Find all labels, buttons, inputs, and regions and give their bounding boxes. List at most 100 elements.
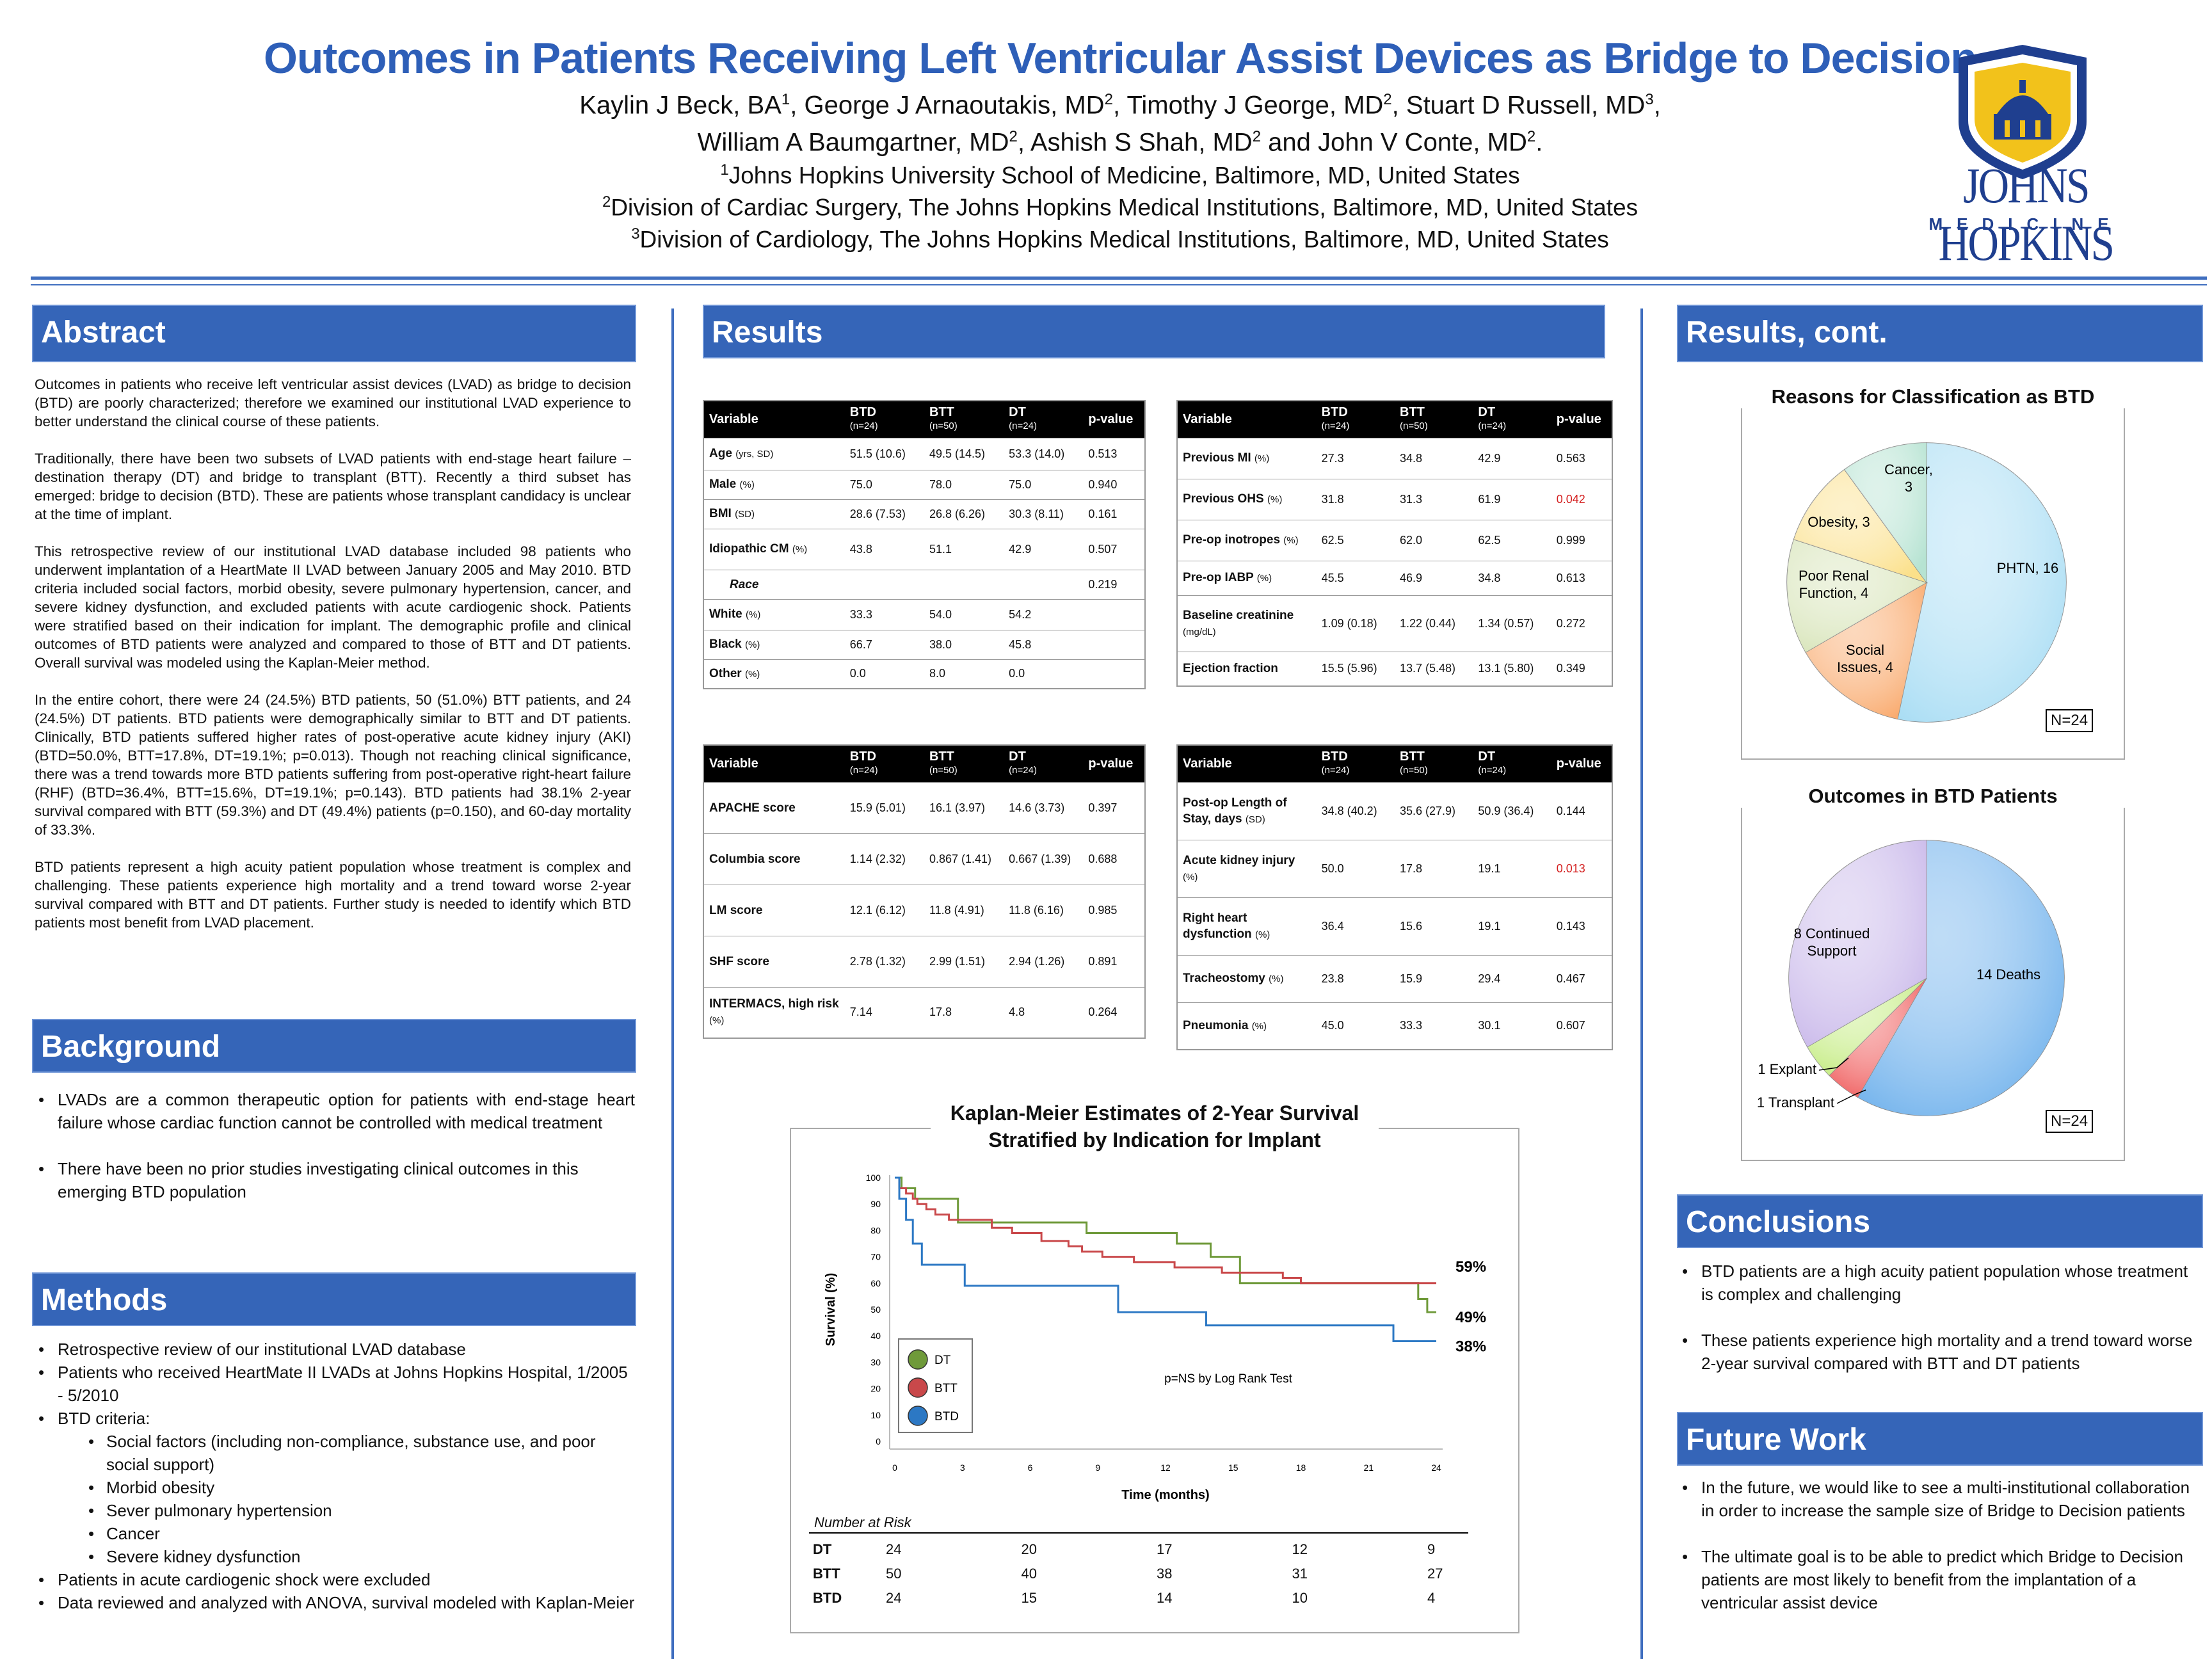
list-item: The ultimate goal is to be able to predi… bbox=[1679, 1545, 2199, 1614]
table-header: BTD (n=24) bbox=[844, 745, 924, 782]
list-item: Data reviewed and analyzed with ANOVA, s… bbox=[36, 1591, 635, 1614]
km-chart: 0 10 20 30 40 50 60 70 80 90 100 0 3 6 9 12 15 18 21 24 Time… bbox=[824, 1173, 1486, 1502]
conclusions-list: BTD patients are a high acuity patient p… bbox=[1679, 1260, 2199, 1375]
pie-slice-shade bbox=[1787, 539, 1927, 652]
table-row: Tracheostomy (%) 23.8 15.9 29.4 0.467 bbox=[1177, 954, 1612, 1002]
table-row: SHF score 2.78 (1.32) 2.99 (1.51) 2.94 (1.… bbox=[703, 935, 1145, 987]
legend-marker bbox=[908, 1377, 928, 1398]
table-row: Previous OHS (%) 31.8 31.3 61.9 0.042 bbox=[1177, 478, 1612, 520]
table-row: Previous MI (%) 27.3 34.8 42.9 0.563 bbox=[1177, 437, 1612, 479]
future-work-list: In the future, we would like to see a mu… bbox=[1679, 1476, 2199, 1614]
table-row: Age (yrs, SD) 51.5 (10.6) 49.5 (14.5) 53.3 … bbox=[703, 437, 1145, 470]
y-tick-label: 0 bbox=[876, 1436, 881, 1447]
table-row: Columbia score 1.14 (2.32) 0.867 (1.41) 0.… bbox=[703, 833, 1145, 885]
x-tick-label: 3 bbox=[960, 1463, 965, 1473]
table-header: DT (n=24) bbox=[1004, 745, 1084, 782]
leader-line bbox=[1836, 1089, 1866, 1104]
table-header: p-value bbox=[1551, 401, 1612, 438]
y-tick-label: 30 bbox=[870, 1357, 881, 1367]
background-list: LVADs are a common therapeutic option fo… bbox=[36, 1088, 635, 1203]
pie-label: 14 Deaths bbox=[1976, 966, 2040, 982]
pie1-n-label: N=24 bbox=[2046, 709, 2094, 732]
logo-wordmark: JOHNS HOPKINS bbox=[1938, 157, 2115, 271]
table-row: White (%) 33.3 54.0 54.2 bbox=[703, 598, 1145, 630]
table-row: Pre-op inotropes (%) 62.5 62.0 62.5 0.999 bbox=[1177, 519, 1612, 561]
risk-cell: 31 bbox=[1292, 1566, 1308, 1582]
table-header: p-value bbox=[1083, 745, 1145, 782]
affiliation-1: 1Johns Hopkins University School of Medi… bbox=[720, 161, 1520, 189]
y-tick-label: 50 bbox=[870, 1304, 881, 1315]
table-header: Variable bbox=[1177, 745, 1317, 782]
y-tick-label: 100 bbox=[866, 1173, 881, 1183]
pie-chart-outcomes: 14 Deaths 1 Transplant 1 Explant 8 Continue… bbox=[1757, 840, 2065, 1116]
divider bbox=[31, 284, 2207, 285]
km-annotation: p=NS by Log Rank Test bbox=[1164, 1372, 1293, 1386]
list-item: Social factors (including non-compliance… bbox=[36, 1430, 635, 1476]
section-header-results: Results bbox=[703, 305, 1605, 358]
x-tick-label: 6 bbox=[1028, 1463, 1033, 1473]
pie-label: Social bbox=[1846, 642, 1884, 658]
y-tick-label: 20 bbox=[870, 1384, 881, 1394]
x-tick-label: 21 bbox=[1363, 1463, 1374, 1473]
table-row: Other (%) 0.0 8.0 0.0 bbox=[703, 659, 1145, 689]
pie-slice-shade bbox=[1897, 443, 2066, 722]
legend-label: BTD bbox=[934, 1410, 959, 1423]
list-item: These patients experience high mortality… bbox=[1679, 1329, 2199, 1375]
table-row: LM score 12.1 (6.12) 11.8 (4.91) 11.8 (6.1… bbox=[703, 884, 1145, 936]
pie-slice-shade bbox=[1789, 840, 1927, 1047]
author-name: Stuart D Russell, MD bbox=[1406, 91, 1646, 120]
list-item: BTD patients are a high acuity patient p… bbox=[1679, 1260, 2199, 1306]
y-tick-label: 70 bbox=[870, 1252, 881, 1262]
x-tick-label: 0 bbox=[892, 1463, 897, 1473]
pie-slice-shade bbox=[1844, 443, 1927, 582]
pie-slice-shade bbox=[1857, 840, 2064, 1116]
table-header: BTD (n=24) bbox=[1316, 745, 1395, 782]
legend-label: BTT bbox=[934, 1382, 958, 1395]
table-header: BTT (n=50) bbox=[1394, 745, 1473, 782]
demographics-table: Variable BTD (n=24) BTT (n=50) DT (n=24) p-valu… bbox=[703, 400, 1146, 689]
author-name: William A Baumgartner, MD bbox=[697, 128, 1009, 157]
table-row: Black (%) 66.7 38.0 45.8 bbox=[703, 629, 1145, 659]
pie-label: 3 bbox=[1905, 479, 1912, 495]
risk-row-label: DT bbox=[813, 1541, 832, 1557]
abstract-paragraph: This retrospective review of our institu… bbox=[35, 543, 631, 671]
end-label: 38% bbox=[1455, 1338, 1486, 1355]
table-header: BTT (n=50) bbox=[924, 401, 1004, 438]
list-item: In the future, we would like to see a mu… bbox=[1679, 1476, 2199, 1522]
author-name: Kaylin J Beck, BA bbox=[579, 91, 781, 120]
methods-list: Retrospective review of our institutiona… bbox=[36, 1338, 635, 1614]
risk-cell: 38 bbox=[1157, 1566, 1173, 1582]
x-tick-label: 15 bbox=[1228, 1463, 1238, 1473]
pie-slice-shade bbox=[1806, 582, 1927, 719]
table-header: Variable bbox=[703, 745, 845, 782]
legend-marker bbox=[908, 1406, 928, 1426]
risk-cell: 4 bbox=[1427, 1590, 1436, 1606]
risk-rule bbox=[809, 1532, 1468, 1534]
y-tick-label: 40 bbox=[870, 1331, 881, 1341]
section-header-future-work: Future Work bbox=[1677, 1412, 2203, 1466]
pie2-title: Outcomes in BTD Patients bbox=[1741, 785, 2125, 808]
y-tick-label: 80 bbox=[870, 1225, 881, 1235]
table-header: DT (n=24) bbox=[1473, 745, 1551, 782]
pie-label: 8 Continued bbox=[1794, 926, 1870, 942]
risk-cell: 10 bbox=[1292, 1590, 1308, 1606]
list-item: Retrospective review of our institutiona… bbox=[36, 1338, 635, 1361]
author-line-2: William A Baumgartner, MD2, Ashish S Sha… bbox=[697, 128, 1543, 157]
section-header-results-cont: Results, cont. bbox=[1677, 305, 2203, 362]
table-header: DT (n=24) bbox=[1004, 401, 1084, 438]
divider bbox=[31, 276, 2207, 280]
pie-label: Function, 4 bbox=[1799, 585, 1869, 601]
km-line-dt bbox=[895, 1176, 1436, 1313]
risk-scores-table: Variable BTD (n=24) BTT (n=50) DT (n=24) p-valu… bbox=[703, 744, 1146, 1039]
y-tick-label: 10 bbox=[870, 1410, 881, 1420]
table-row: Acute kidney injury (%) 50.0 17.8 19.1 0.013 bbox=[1177, 839, 1612, 897]
author-name: Timothy J George, MD bbox=[1126, 91, 1384, 120]
table-row: Pneumonia (%) 45.0 33.3 30.1 0.607 bbox=[1177, 1002, 1612, 1050]
y-tick-label: 60 bbox=[870, 1278, 881, 1288]
affiliation-3: 3Division of Cardiology, The Johns Hopki… bbox=[631, 225, 1609, 253]
risk-cell: 12 bbox=[1292, 1541, 1308, 1557]
list-item: Patients in acute cardiogenic shock were… bbox=[36, 1568, 635, 1591]
table-header: BTD (n=24) bbox=[1316, 401, 1395, 438]
table-row: INTERMACS, high risk (%) 7.14 17.8 4.8 0.264 bbox=[703, 986, 1145, 1038]
